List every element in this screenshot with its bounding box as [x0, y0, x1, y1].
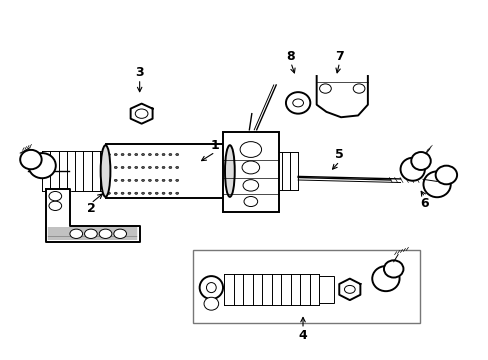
Ellipse shape	[114, 153, 117, 156]
Ellipse shape	[135, 179, 138, 181]
Ellipse shape	[114, 179, 117, 181]
Ellipse shape	[371, 266, 399, 291]
Ellipse shape	[168, 192, 171, 194]
Ellipse shape	[114, 229, 126, 238]
Text: 7: 7	[334, 50, 343, 63]
Ellipse shape	[135, 153, 138, 156]
Ellipse shape	[168, 166, 171, 168]
Ellipse shape	[101, 145, 110, 197]
Bar	[319, 276, 333, 303]
Ellipse shape	[142, 192, 144, 194]
Ellipse shape	[400, 158, 424, 181]
Polygon shape	[339, 279, 360, 300]
Ellipse shape	[107, 179, 110, 181]
Ellipse shape	[142, 179, 144, 181]
Ellipse shape	[20, 150, 41, 169]
Ellipse shape	[121, 179, 124, 181]
Ellipse shape	[199, 276, 223, 299]
Ellipse shape	[99, 229, 112, 238]
Ellipse shape	[49, 192, 61, 201]
Ellipse shape	[148, 153, 151, 156]
Text: 3: 3	[135, 66, 143, 79]
Bar	[193, 250, 419, 323]
Ellipse shape	[114, 166, 117, 168]
Ellipse shape	[240, 141, 261, 157]
Ellipse shape	[383, 260, 403, 278]
Polygon shape	[130, 104, 152, 124]
Ellipse shape	[135, 192, 138, 194]
Ellipse shape	[175, 166, 178, 168]
Ellipse shape	[203, 297, 218, 310]
Ellipse shape	[142, 166, 144, 168]
Ellipse shape	[243, 180, 258, 191]
Ellipse shape	[242, 161, 259, 174]
Ellipse shape	[319, 84, 330, 93]
Ellipse shape	[128, 179, 131, 181]
Polygon shape	[316, 76, 367, 117]
Ellipse shape	[107, 192, 110, 194]
Ellipse shape	[148, 192, 151, 194]
Ellipse shape	[107, 166, 110, 168]
Ellipse shape	[175, 153, 178, 156]
Ellipse shape	[49, 201, 61, 211]
Ellipse shape	[107, 153, 110, 156]
Ellipse shape	[70, 229, 82, 238]
Ellipse shape	[168, 179, 171, 181]
Ellipse shape	[155, 179, 158, 181]
Ellipse shape	[162, 179, 164, 181]
Ellipse shape	[121, 153, 124, 156]
Ellipse shape	[28, 153, 56, 178]
Ellipse shape	[128, 192, 131, 194]
Ellipse shape	[148, 179, 151, 181]
Ellipse shape	[410, 152, 430, 170]
Text: 6: 6	[420, 197, 428, 210]
Ellipse shape	[148, 166, 151, 168]
Text: 5: 5	[334, 148, 343, 161]
Ellipse shape	[423, 171, 450, 197]
Ellipse shape	[155, 153, 158, 156]
Ellipse shape	[435, 166, 456, 184]
Ellipse shape	[175, 179, 178, 181]
Text: 2: 2	[86, 202, 95, 215]
Bar	[105, 144, 229, 198]
Polygon shape	[45, 189, 140, 242]
Ellipse shape	[352, 84, 364, 93]
Ellipse shape	[175, 192, 178, 194]
Ellipse shape	[168, 153, 171, 156]
Ellipse shape	[155, 166, 158, 168]
Text: 1: 1	[210, 139, 219, 152]
Ellipse shape	[121, 166, 124, 168]
Ellipse shape	[162, 166, 164, 168]
Ellipse shape	[84, 229, 97, 238]
Ellipse shape	[162, 192, 164, 194]
Bar	[222, 132, 278, 212]
Ellipse shape	[142, 153, 144, 156]
Ellipse shape	[135, 166, 138, 168]
Ellipse shape	[244, 197, 257, 207]
Ellipse shape	[128, 153, 131, 156]
Ellipse shape	[162, 153, 164, 156]
Ellipse shape	[285, 92, 310, 114]
Ellipse shape	[155, 192, 158, 194]
Ellipse shape	[121, 192, 124, 194]
Ellipse shape	[114, 192, 117, 194]
Text: 8: 8	[286, 50, 295, 63]
Text: 4: 4	[298, 329, 307, 342]
Ellipse shape	[224, 145, 234, 197]
Ellipse shape	[128, 166, 131, 168]
